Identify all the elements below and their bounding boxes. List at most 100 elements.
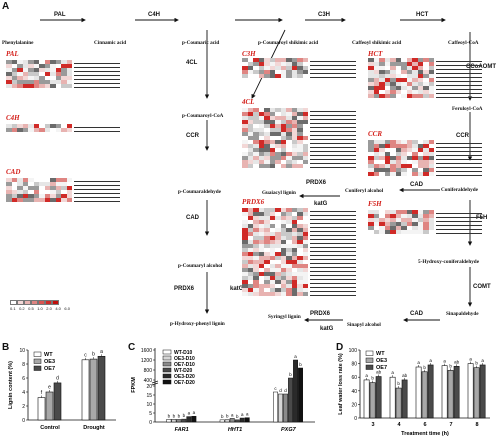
heatmap-cell [368,172,374,176]
heatmap-cell [302,220,308,224]
heatmap-cell [22,182,28,186]
heatmap-row [368,82,434,86]
heatmap-cell [242,236,248,240]
heatmap-cell [412,62,418,66]
heatmap-cell [253,58,259,62]
heatmap-cell [33,178,39,182]
heatmap-cell [401,214,407,218]
heatmap-cell [258,116,264,120]
gene-id-line [74,60,120,64]
x-tick-label: Drought [83,425,105,431]
heatmap-cell [384,230,390,234]
gene-id-line [436,172,482,176]
heatmap-row [242,252,308,256]
heatmap-cell [390,222,396,226]
heatmap-cell [280,240,286,244]
heatmap-cell [275,74,281,78]
heatmap-cell [291,208,297,212]
heatmap-cell [28,178,34,182]
heatmap-cell [384,210,390,214]
heatmap-cell [275,148,281,152]
heatmap-cell [384,156,390,160]
heatmap-cell [395,152,401,156]
heatmap-cell [406,82,412,86]
heatmap-cell [242,144,248,148]
enzyme-4cl: 4CL [186,60,198,66]
label-caffeoyl-coa: Caffeoyl-CoA [448,40,479,46]
heatmap-cell [423,226,429,230]
heatmap-row [242,220,308,224]
heatmap-cell [390,144,396,148]
heatmap-cell [264,152,270,156]
heatmap-cell [286,136,292,140]
panel-label-c: C [128,342,136,353]
heatmap-cell [417,230,423,234]
heatmap-row [368,140,434,144]
heatmap-cell [50,64,56,68]
heatmap-cell [258,144,264,148]
heatmap-cell [247,120,253,124]
heatmap-cell [242,280,248,284]
heatmap-cell [66,60,72,64]
heatmap-block [368,58,434,98]
heatmap-cell [264,216,270,220]
heatmap-cell [264,112,270,116]
gene-id-line [310,292,356,296]
heatmap-cell [280,248,286,252]
legend-swatch [162,373,172,379]
gene-id-line [436,94,482,98]
heatmap-cell [264,260,270,264]
heatmap-cell [258,74,264,78]
heatmap-cell [423,82,429,86]
heatmap-cell [280,116,286,120]
y-tick-label: 80 [351,362,357,368]
heatmap-cell [390,226,396,230]
heatmap-cell [66,182,72,186]
heatmap-cell [297,62,303,66]
heatmap-cell [423,230,429,234]
heatmap-cell [61,60,67,64]
heatmap-cell [28,60,34,64]
heatmap-cell [247,116,253,120]
heatmap-cell [401,210,407,214]
heatmap-cell [286,70,292,74]
heatmap-cell [275,272,281,276]
x-tick-label: 3 [371,422,374,428]
heatmap-cell [280,236,286,240]
heatmap-cell [247,244,253,248]
y-tick-label: 0 [22,418,25,424]
heatmap-cell [297,252,303,256]
color-scale [10,300,59,305]
heatmap-cell [6,178,12,182]
enzyme-comt: COMT [473,284,491,290]
heatmap-cell [401,90,407,94]
heatmap-cell [302,276,308,280]
gene-id-column [310,208,356,296]
heatmap-cell [269,132,275,136]
heatmap-cell [286,248,292,252]
heatmap-cell [61,194,67,198]
heatmap-cell [395,210,401,214]
heatmap-cell [412,226,418,230]
x-tick-label: Control [40,425,60,431]
heatmap-cell [50,178,56,182]
heatmap-cell [384,86,390,90]
heatmap-cell [275,248,281,252]
gene-id-line [310,264,356,268]
significance-letter: d [56,375,59,381]
heatmap-cell [286,128,292,132]
heatmap-cell [66,68,72,72]
heatmap-cell [247,74,253,78]
heatmap-cell [66,194,72,198]
heatmap-cell [286,264,292,268]
gene-id-line [310,152,356,156]
heatmap-cell [55,60,61,64]
heatmap-cell [379,210,385,214]
heatmap-cell [269,116,275,120]
bar [191,415,197,423]
heatmap-cell [258,272,264,276]
y-tick-label: 1200 [141,358,152,364]
heatmap-cell [33,186,39,190]
heatmap-cell [291,264,297,268]
y-tick-label: 8 [22,362,25,368]
